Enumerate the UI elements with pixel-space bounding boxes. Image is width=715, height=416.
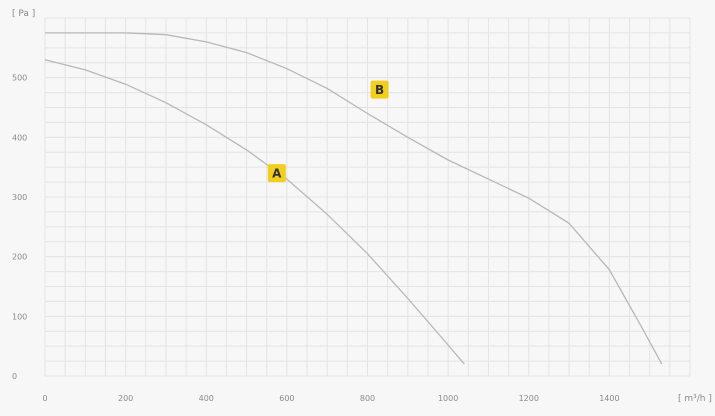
x-tick-label: 800 xyxy=(360,394,375,403)
grid xyxy=(44,17,691,377)
x-tick-label: 1200 xyxy=(519,394,539,403)
y-tick-label: 400 xyxy=(12,133,27,142)
curve-label-b: B xyxy=(375,83,384,97)
x-tick-label: 400 xyxy=(199,394,214,403)
curve-label-box-a xyxy=(267,164,286,183)
x-tick-label: 1000 xyxy=(438,394,458,403)
y-tick-label: 100 xyxy=(12,312,27,321)
y-tick-label: 500 xyxy=(12,74,27,83)
curve-label-box-b xyxy=(370,80,389,99)
axes: [ Pa ] [ m³/h ] 0 100 200 300 400 500 0 200 400 6… xyxy=(12,9,712,404)
curve-a xyxy=(44,59,465,365)
y-axis-unit: [ Pa ] xyxy=(12,9,35,19)
y-tick-label: 200 xyxy=(12,253,27,262)
x-tick-label: 600 xyxy=(279,394,294,403)
x-tick-label: 0 xyxy=(42,394,47,403)
y-tick-label: 0 xyxy=(12,372,17,381)
curves xyxy=(44,32,663,365)
x-tick-label: 200 xyxy=(118,394,133,403)
curve-labels: AB xyxy=(267,80,389,183)
curve-b xyxy=(45,32,663,365)
x-tick-label: 1400 xyxy=(599,394,619,403)
y-tick-label: 300 xyxy=(12,193,27,202)
curve-label-a: A xyxy=(272,167,282,181)
x-axis-unit: [ m³/h ] xyxy=(678,394,712,404)
